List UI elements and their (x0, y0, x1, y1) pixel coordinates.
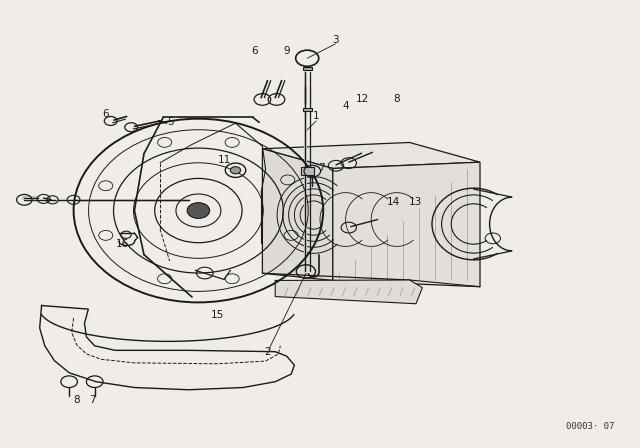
Text: 1: 1 (313, 111, 319, 121)
Text: 12: 12 (356, 95, 369, 104)
Text: 14: 14 (387, 198, 399, 207)
Polygon shape (301, 167, 314, 175)
Polygon shape (262, 142, 480, 168)
Text: 11: 11 (218, 155, 230, 165)
Text: 15: 15 (211, 310, 224, 320)
Text: 8: 8 (394, 95, 400, 104)
Text: 00003· 07: 00003· 07 (566, 422, 614, 431)
Text: 13: 13 (409, 198, 422, 207)
Text: 7: 7 (90, 395, 96, 405)
Text: 6: 6 (102, 109, 109, 119)
Polygon shape (303, 108, 312, 111)
Polygon shape (262, 149, 333, 280)
Circle shape (187, 202, 210, 219)
Polygon shape (303, 67, 312, 70)
Text: 3: 3 (332, 35, 339, 45)
Text: 7: 7 (319, 163, 325, 172)
Text: 6: 6 (252, 46, 258, 56)
Circle shape (230, 167, 241, 174)
Text: 2: 2 (264, 347, 271, 357)
Text: 4: 4 (342, 101, 349, 111)
Text: 8: 8 (74, 395, 80, 405)
Text: 16: 16 (116, 239, 129, 249)
Text: 5: 5 (167, 117, 173, 127)
Polygon shape (333, 162, 480, 287)
Text: 9: 9 (284, 46, 290, 56)
Polygon shape (275, 280, 422, 304)
